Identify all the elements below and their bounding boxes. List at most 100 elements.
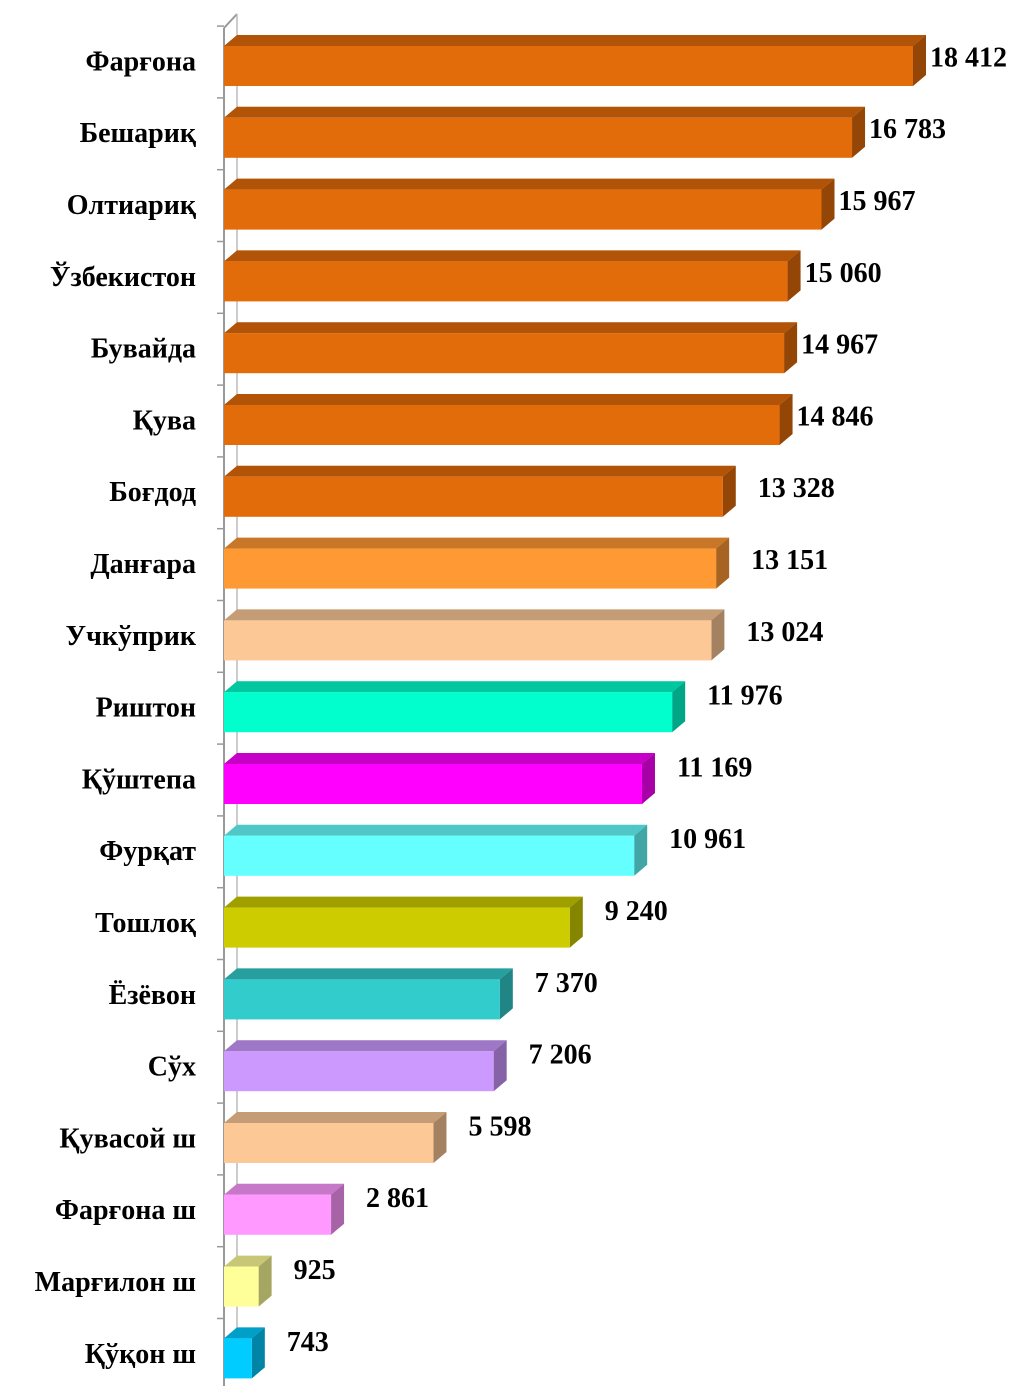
bar-side-shade [493,1040,507,1092]
y-tick-label: Марғилон ш [35,1267,196,1298]
value-label: 16 783 [869,114,946,145]
value-label: 743 [287,1327,329,1358]
bar-side-shade [722,465,736,517]
y-tick-label: Қувасой ш [59,1123,196,1154]
bar-side [634,824,648,876]
bar [224,835,635,876]
bar-top [224,465,736,477]
bar [224,117,853,158]
value-label: 10 961 [669,824,746,855]
bar [224,261,788,302]
bar-side [913,35,926,86]
value-label: 14 967 [801,330,878,361]
bar-side-shade [784,322,798,374]
bar-top-shade [224,106,866,118]
bar [224,405,780,445]
y-tick-label: Қува [133,405,196,436]
bar-side-shade [852,106,866,158]
bar-side [641,753,655,804]
bar-side [493,1040,507,1092]
y-tick-label: Қўштепа [82,764,196,795]
bar [224,1194,332,1235]
bar-top [224,824,648,836]
bar [224,764,642,804]
bar-top-shade [224,896,583,908]
bar-side-shade [672,681,686,733]
value-label: 13 328 [758,473,835,504]
bar [224,1266,259,1307]
bar [224,1123,434,1163]
bar [224,189,822,230]
value-label: 14 846 [797,401,874,432]
y-tick-label: Боғдод [109,477,196,508]
value-label: 5 598 [468,1111,531,1142]
bar-side-shade [499,968,513,1020]
value-label: 7 206 [529,1040,592,1071]
bar-top [224,1040,507,1052]
bar-top [224,178,835,190]
bar-top [224,537,730,549]
bar-top [224,35,926,46]
bar-side [251,1327,265,1379]
bar-side [787,250,801,302]
bar-side [433,1112,447,1163]
bar [224,46,913,86]
value-label: 7 370 [535,968,598,999]
bar-top-shade [224,1327,265,1339]
bar-side-shade [787,250,801,302]
bar-top-shade [224,968,513,980]
bar-top [224,681,686,693]
bar-top-shade [224,1255,272,1267]
bar [224,1051,494,1092]
bar-side-shade [711,609,725,661]
bar-side [258,1255,272,1307]
bar-side [716,537,730,589]
bar-side [711,609,725,661]
bar-side-shade [258,1255,272,1307]
y-tick-label: Тошлоқ [95,908,197,939]
bar [224,333,785,374]
y-tick-label: Данғара [90,549,196,580]
bar-top [224,753,655,764]
bar-top-shade [224,824,648,836]
bar-top-shade [224,1040,507,1052]
bar-side-shade [251,1327,265,1379]
bar-top [224,609,725,621]
bar-side-shade [641,753,655,804]
value-label: 18 412 [930,42,1007,73]
bar [224,692,673,733]
bar-top [224,1255,272,1267]
value-label: 2 861 [366,1183,429,1214]
value-label: 11 169 [677,752,752,783]
bar-side-shade [913,35,926,86]
bar-top-shade [224,753,655,764]
bar-side-shade [569,896,583,948]
bar-top [224,1183,345,1195]
bar-side [784,322,798,374]
bar-side [331,1183,345,1235]
bar [224,907,570,948]
y-tick-label: Риштон [96,693,196,724]
bar-side [852,106,866,158]
y-tick-label: Учкўприк [66,621,197,652]
value-label: 11 976 [707,681,782,712]
bar-top [224,1327,265,1339]
bar-top [224,1112,447,1123]
bar-top-shade [224,322,798,334]
bar-top-shade [224,394,793,405]
bar-top [224,250,801,262]
bar-top-shade [224,178,835,190]
bar-top-shade [224,537,730,549]
value-label: 13 024 [746,617,823,648]
bar-side-shade [634,824,648,876]
y-tick-label: Фарғона ш [55,1195,196,1226]
y-tick-label: Олтиариқ [67,190,197,221]
bar [224,620,712,661]
bar-side-shade [821,178,835,230]
bar-side [821,178,835,230]
bar-top-shade [224,1112,447,1123]
bar-top-shade [224,1183,345,1195]
bar-side-shade [331,1183,345,1235]
y-tick-label: Фурқат [99,836,196,867]
